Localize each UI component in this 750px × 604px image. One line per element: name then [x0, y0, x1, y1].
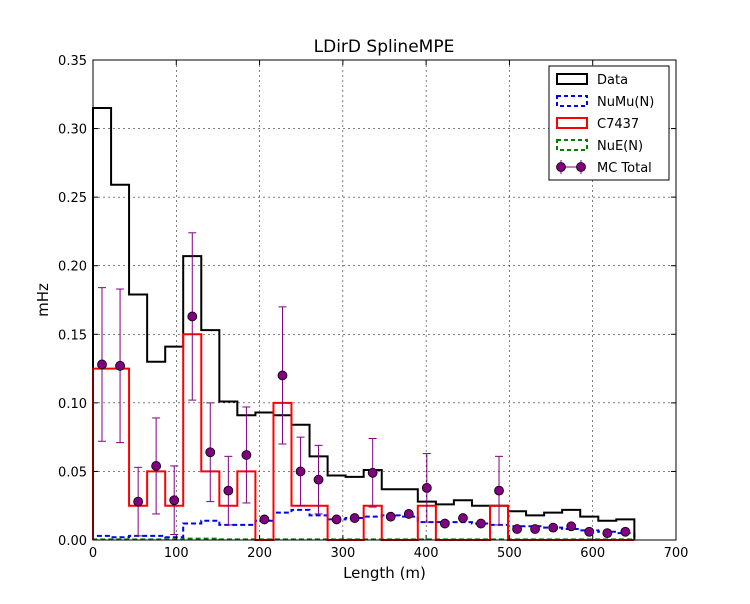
mc-total-point — [223, 485, 234, 496]
x-tick-label: 0 — [89, 546, 97, 561]
legend-label-mc-total: MC Total — [597, 161, 652, 176]
mc-total-point — [458, 513, 468, 523]
mc-total-point — [151, 461, 162, 471]
mc-total-point — [349, 513, 360, 523]
x-axis-label: Length (m) — [343, 564, 426, 582]
mc-total-point — [331, 514, 342, 525]
x-tick-label: 500 — [497, 546, 522, 561]
x-tick-label: 700 — [664, 546, 689, 561]
y-tick-label: 0.00 — [58, 534, 87, 549]
x-tick-label: 600 — [580, 546, 605, 561]
y-tick-label: 0.35 — [58, 54, 87, 69]
mc-total-point — [421, 482, 432, 493]
series-layer — [92, 107, 636, 541]
mc-total-point — [277, 370, 288, 381]
mc-total-point — [548, 522, 559, 533]
legend-swatch-marker — [556, 162, 566, 172]
y-axis-label: mHz — [34, 283, 52, 317]
mc-total-point — [187, 311, 198, 322]
y-tick-label: 0.20 — [58, 260, 87, 275]
legend-label-nue-n: NuE(N) — [597, 139, 643, 154]
mc-total-point — [403, 509, 414, 519]
mc-total-point — [313, 474, 324, 485]
series-c7437 — [92, 333, 635, 541]
x-tick-label: 400 — [414, 546, 439, 561]
legend: Data NuMu(N) C7437 NuE(N) MC Total — [548, 65, 670, 181]
mc-total-point — [620, 526, 631, 537]
legend-label-c7437: C7437 — [597, 117, 639, 132]
mc-total-point — [367, 467, 378, 478]
mc-total-point — [584, 526, 595, 537]
legend-swatch-marker — [576, 162, 586, 172]
x-tick-label: 200 — [247, 546, 272, 561]
x-tick-label: 100 — [164, 546, 189, 561]
y-tick-label: 0.25 — [58, 191, 87, 206]
x-tick-label: 300 — [330, 546, 355, 561]
mc-total-point — [439, 518, 450, 529]
mc-total-point — [494, 485, 504, 496]
legend-swatch-data — [556, 73, 588, 85]
legend-label-data: Data — [597, 73, 628, 88]
mc-total-point — [476, 518, 486, 529]
legend-label-numu-n: NuMu(N) — [597, 95, 654, 110]
plot-frame — [92, 59, 677, 541]
mc-total-point — [566, 521, 577, 532]
mc-total-point — [241, 450, 252, 460]
mc-total-point — [169, 495, 180, 506]
mc-total-point — [259, 514, 270, 525]
mc-total-point — [115, 360, 125, 371]
mc-total-point — [602, 528, 613, 539]
y-tick-label: 0.15 — [58, 328, 87, 343]
mc-total-point — [133, 496, 144, 507]
mc-total-point — [530, 524, 540, 534]
y-tick-label: 0.10 — [58, 397, 87, 412]
mc-total-point — [512, 524, 522, 534]
legend-swatch-numu-n — [556, 95, 588, 107]
y-tick-label: 0.05 — [58, 465, 87, 480]
legend-swatch-nue-n — [556, 139, 588, 151]
series-data — [92, 107, 636, 540]
axes: 0 100 200 300 400 500 600 700 0.00 0.05 0.10 0.15 0.… — [58, 54, 688, 561]
y-tick-label: 0.30 — [58, 123, 87, 138]
mc-total-point — [385, 511, 396, 522]
chart-title: LDirD SplineMPE — [314, 37, 455, 57]
legend-swatch-c7437 — [556, 117, 588, 129]
mc-total-point — [97, 359, 107, 370]
mc-total-point — [205, 447, 216, 458]
mc-total-point — [295, 466, 306, 477]
